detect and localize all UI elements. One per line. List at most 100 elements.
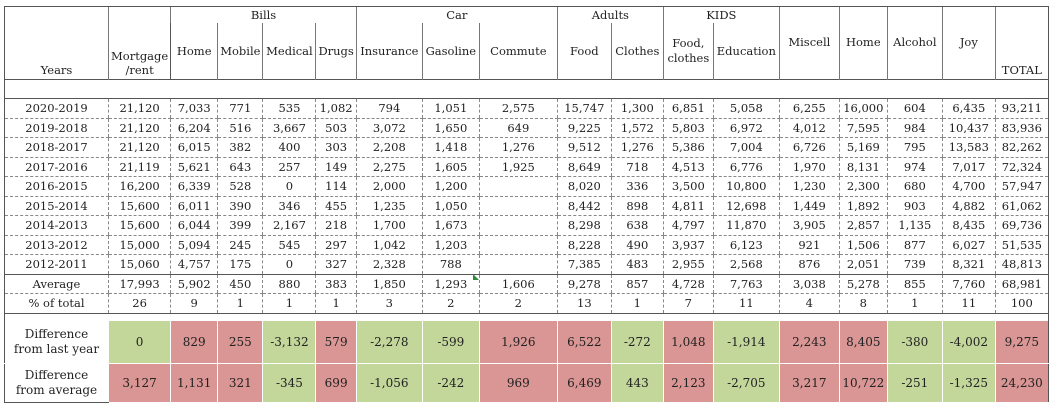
cell: 903	[886, 196, 943, 216]
cell: 2,051	[838, 254, 888, 275]
cell: 257	[262, 157, 316, 177]
cell: 1	[886, 293, 943, 314]
cell: 2,328	[355, 254, 423, 275]
cell: 51,535	[994, 235, 1049, 255]
cell: 8	[838, 293, 888, 314]
cell: 8,020	[556, 176, 612, 197]
cell: 82,262	[994, 137, 1049, 158]
cell: 545	[262, 235, 316, 255]
cell: 5,169	[838, 137, 888, 158]
cell	[478, 235, 558, 255]
cell: 1,276	[478, 137, 558, 158]
cell: 11,870	[712, 215, 780, 236]
cell: 69,736	[994, 215, 1049, 236]
cell: 21,119	[107, 157, 171, 177]
cell: 2,575	[478, 98, 558, 119]
cell: 855	[886, 273, 943, 294]
cell: 6,011	[170, 196, 218, 216]
cell: 788	[421, 254, 480, 275]
percent-row: % of total 26 9 1 1 1 3 2 2 13 1 7 11 4 8 1 11 100	[4, 293, 1049, 314]
cell: 7	[662, 293, 714, 314]
cell: 857	[610, 273, 664, 294]
cell: 1,051	[421, 98, 480, 119]
cell: 3,072	[355, 118, 423, 138]
cell: 1,925	[478, 157, 558, 177]
cell: 4,882	[941, 196, 996, 216]
cell: 1,135	[886, 215, 943, 236]
col-education-header: Education	[712, 23, 780, 80]
diff-cell: -1,914	[712, 319, 780, 364]
diff-cell: 321	[217, 362, 264, 403]
col-clothes-header: Clothes	[610, 23, 664, 80]
row-label: 2017-2016	[4, 157, 109, 177]
cell: 2,000	[355, 176, 423, 197]
cell: 1,235	[355, 196, 423, 216]
row-label: 2012-2011	[4, 254, 109, 275]
group-adults: Adults	[556, 6, 664, 23]
diff-cell: -2,705	[712, 362, 780, 403]
col-commute-header: Commute	[478, 23, 558, 80]
cell: 2,568	[712, 254, 780, 275]
cell: 974	[886, 157, 943, 177]
cell: 1,605	[421, 157, 480, 177]
cell: 5,803	[662, 118, 714, 138]
cell: 5,058	[712, 98, 780, 119]
cell: 1,203	[421, 235, 480, 255]
cell: 100	[994, 293, 1049, 314]
cell: 13	[556, 293, 612, 314]
cell: 10,437	[941, 118, 996, 138]
cell: 1	[262, 293, 316, 314]
diff-cell: -4,002	[941, 319, 996, 364]
cell: 2,208	[355, 137, 423, 158]
cell: 4,700	[941, 176, 996, 197]
cell: 718	[610, 157, 664, 177]
cell: 680	[886, 176, 943, 197]
diff-cell: 2,123	[662, 362, 714, 403]
cell: 11	[712, 293, 780, 314]
col-years-header: Years	[4, 6, 109, 80]
cell: 7,033	[170, 98, 218, 119]
col-gasoline-header: Gasoline	[421, 23, 480, 80]
cell: 9,278	[556, 273, 612, 294]
cell: 1	[315, 293, 357, 314]
cell: 6,972	[712, 118, 780, 138]
cell: 1,970	[778, 157, 840, 177]
cell: 535	[262, 98, 316, 119]
cell: 15,600	[107, 196, 171, 216]
cell: 1,650	[421, 118, 480, 138]
diff-cell: -345	[262, 362, 317, 403]
cell: 1,700	[355, 215, 423, 236]
cell: 1,673	[421, 215, 480, 236]
cell: 15,600	[107, 215, 171, 236]
cell: 483	[610, 254, 664, 275]
col-joy-header: Joy	[941, 6, 996, 80]
cell: 3,905	[778, 215, 840, 236]
cell: 390	[217, 196, 263, 216]
cell: 7,763	[712, 273, 780, 294]
cell: 1,200	[421, 176, 480, 197]
cell: 6,123	[712, 235, 780, 255]
diff-average-row: Difference from average 3,127 1,131 321 -345…	[4, 362, 1049, 403]
diff-cell: 3,217	[778, 362, 840, 403]
cell: 4,797	[662, 215, 714, 236]
row-label: 2018-2017	[4, 137, 109, 158]
cell: 5,902	[170, 273, 218, 294]
cell: 1,276	[610, 137, 664, 158]
cell: 1,572	[610, 118, 664, 138]
diff-cell: 6,522	[556, 319, 612, 364]
cell: 450	[217, 273, 263, 294]
cell: 638	[610, 215, 664, 236]
cell: 9,225	[556, 118, 612, 138]
row-label: % of total	[4, 293, 109, 314]
table-row: 2016-2015 16,200 6,339 528 0 114 2,000 1,200 8,0…	[4, 176, 1049, 197]
diff-cell: 579	[315, 319, 357, 364]
diff-cell: 1,131	[170, 362, 219, 403]
cell: 57,947	[994, 176, 1049, 197]
cell: 175	[217, 254, 263, 275]
cell: 12,698	[712, 196, 780, 216]
cell: 7,385	[556, 254, 612, 275]
col-home-header: Home	[170, 23, 218, 80]
cell	[478, 196, 558, 216]
cell: 16,000	[838, 98, 888, 119]
col-medical-header: Medical	[262, 23, 316, 80]
